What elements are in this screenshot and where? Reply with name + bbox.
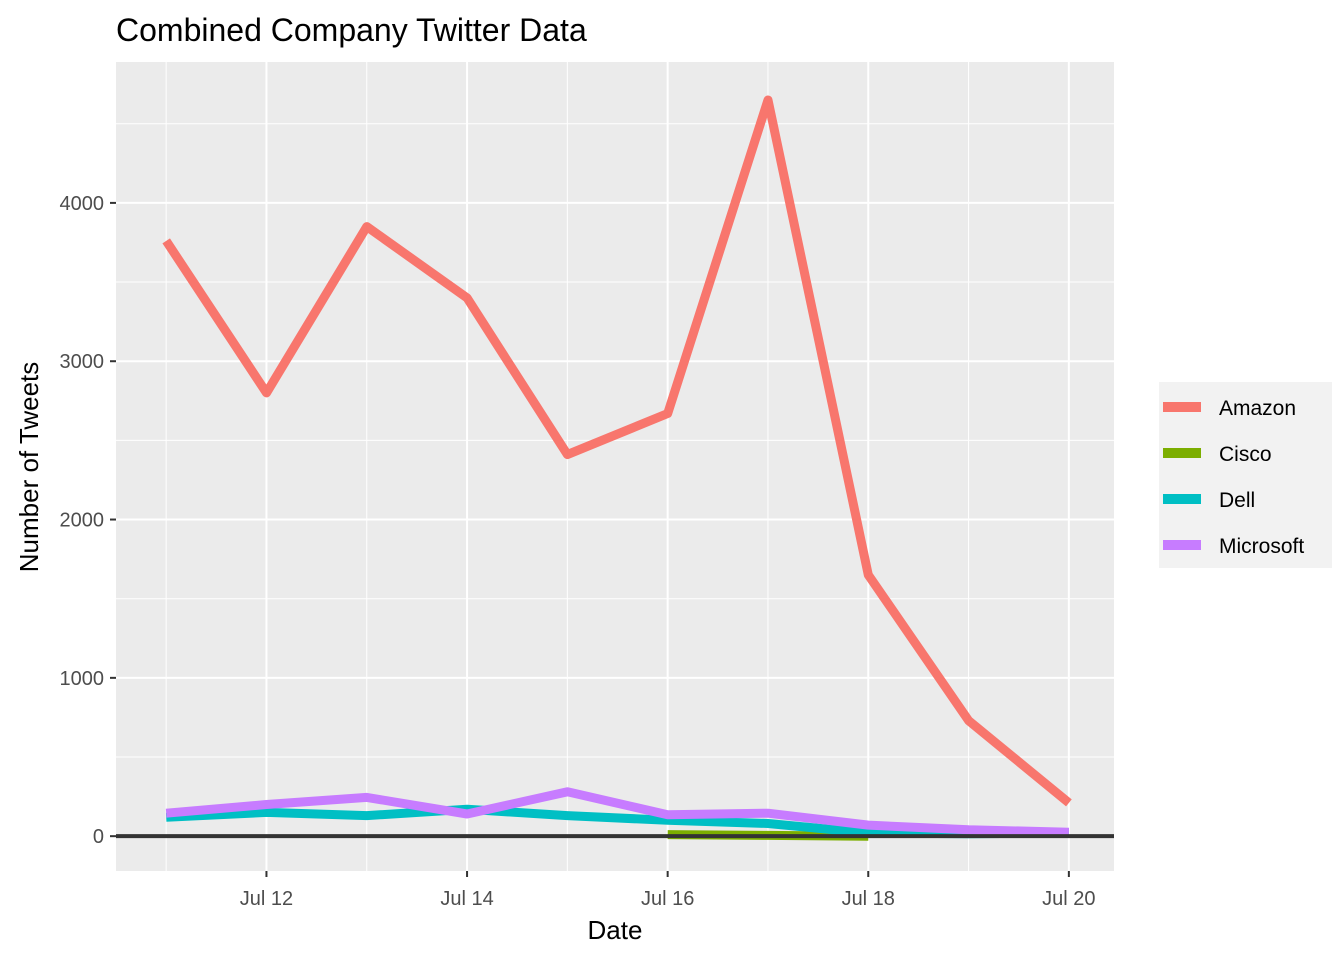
x-tick-label: Jul 18 (842, 888, 895, 910)
x-tick-label: Jul 12 (240, 888, 293, 910)
series-line-microsoft (165, 787, 1070, 837)
y-tick-label: 4000 (60, 193, 105, 215)
x-axis-label: Date (588, 915, 643, 945)
x-tick-label: Jul 16 (641, 888, 694, 910)
series-line-amazon (162, 95, 1072, 807)
legend-background (1159, 382, 1332, 568)
legend-label-dell: Dell (1219, 489, 1255, 512)
y-axis: 0 1000 2000 3000 4000 (60, 193, 116, 848)
legend-label-microsoft: Microsoft (1219, 535, 1304, 558)
x-tick-label: Jul 20 (1042, 888, 1095, 910)
legend-label-cisco: Cisco (1219, 443, 1272, 466)
y-tick-label: 0 (93, 826, 104, 848)
plot-panel (116, 62, 1114, 871)
x-axis: Jul 12 Jul 14 Jul 16 Jul 18 Jul 20 (240, 871, 1096, 910)
x-tick-label: Jul 14 (440, 888, 493, 910)
y-axis-label: Number of Tweets (14, 362, 44, 573)
chart-title: Combined Company Twitter Data (116, 12, 587, 48)
y-tick-label: 2000 (60, 510, 105, 532)
legend: Amazon Cisco Dell Microsoft (1159, 382, 1332, 568)
grid-minor (116, 62, 1114, 871)
series-line-dell (165, 804, 1069, 839)
legend-label-amazon: Amazon (1219, 397, 1296, 420)
y-tick-label: 1000 (60, 668, 105, 690)
y-tick-label: 3000 (60, 351, 105, 373)
